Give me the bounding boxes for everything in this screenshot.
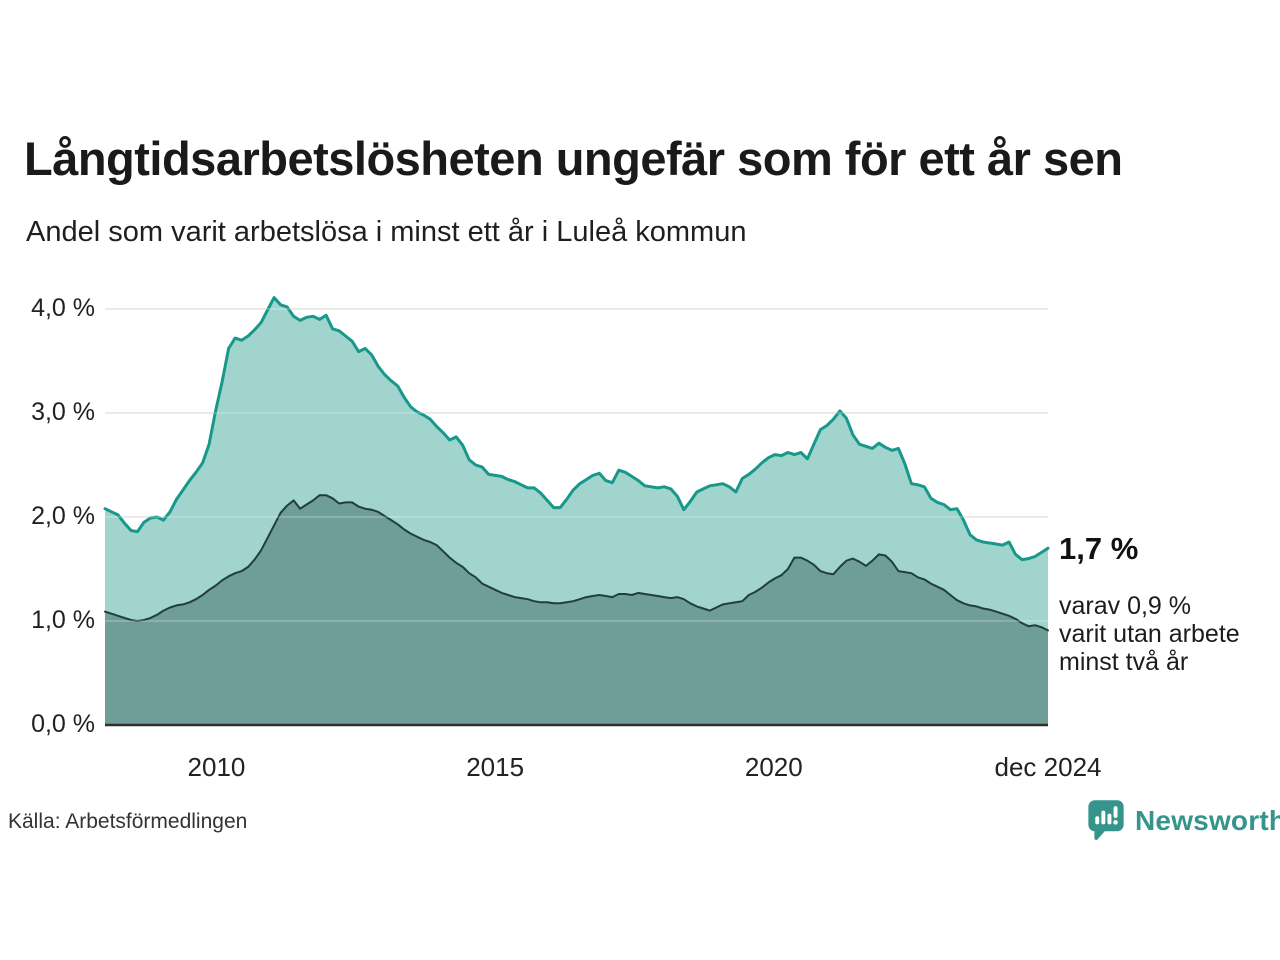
x-tick-label: 2020 [744,752,803,782]
y-tick-label: 3,0 % [31,398,95,426]
page-title: Långtidsarbetslösheten ungefär som för e… [24,132,1123,185]
source-credit: Källa: Arbetsförmedlingen [8,810,248,833]
y-tick-label: 0,0 % [31,710,95,738]
x-tick-label: 2010 [187,752,246,782]
x-tick-label: 2015 [466,752,525,782]
detail-line-2: varit utan arbete [1059,620,1240,648]
y-tick-label: 1,0 % [31,606,95,634]
y-tick-label: 2,0 % [31,502,95,530]
bar-chart-speech-bubble-icon [1088,800,1124,840]
brand-name: Newsworthy [1135,804,1280,836]
detail-line-1: varav 0,9 % [1059,592,1192,620]
y-tick-label: 4,0 % [31,294,95,322]
latest-value-label: 1,7 % [1059,531,1139,566]
x-tick-label: dec 2024 [994,752,1102,782]
detail-line-3: minst två år [1059,648,1189,676]
latest-value-detail: varav 0,9 % varit utan arbete minst två … [1059,592,1280,676]
page-subtitle: Andel som varit arbetslösa i minst ett å… [26,216,747,248]
newsworthy-logo: Newsworthy [1087,799,1280,842]
